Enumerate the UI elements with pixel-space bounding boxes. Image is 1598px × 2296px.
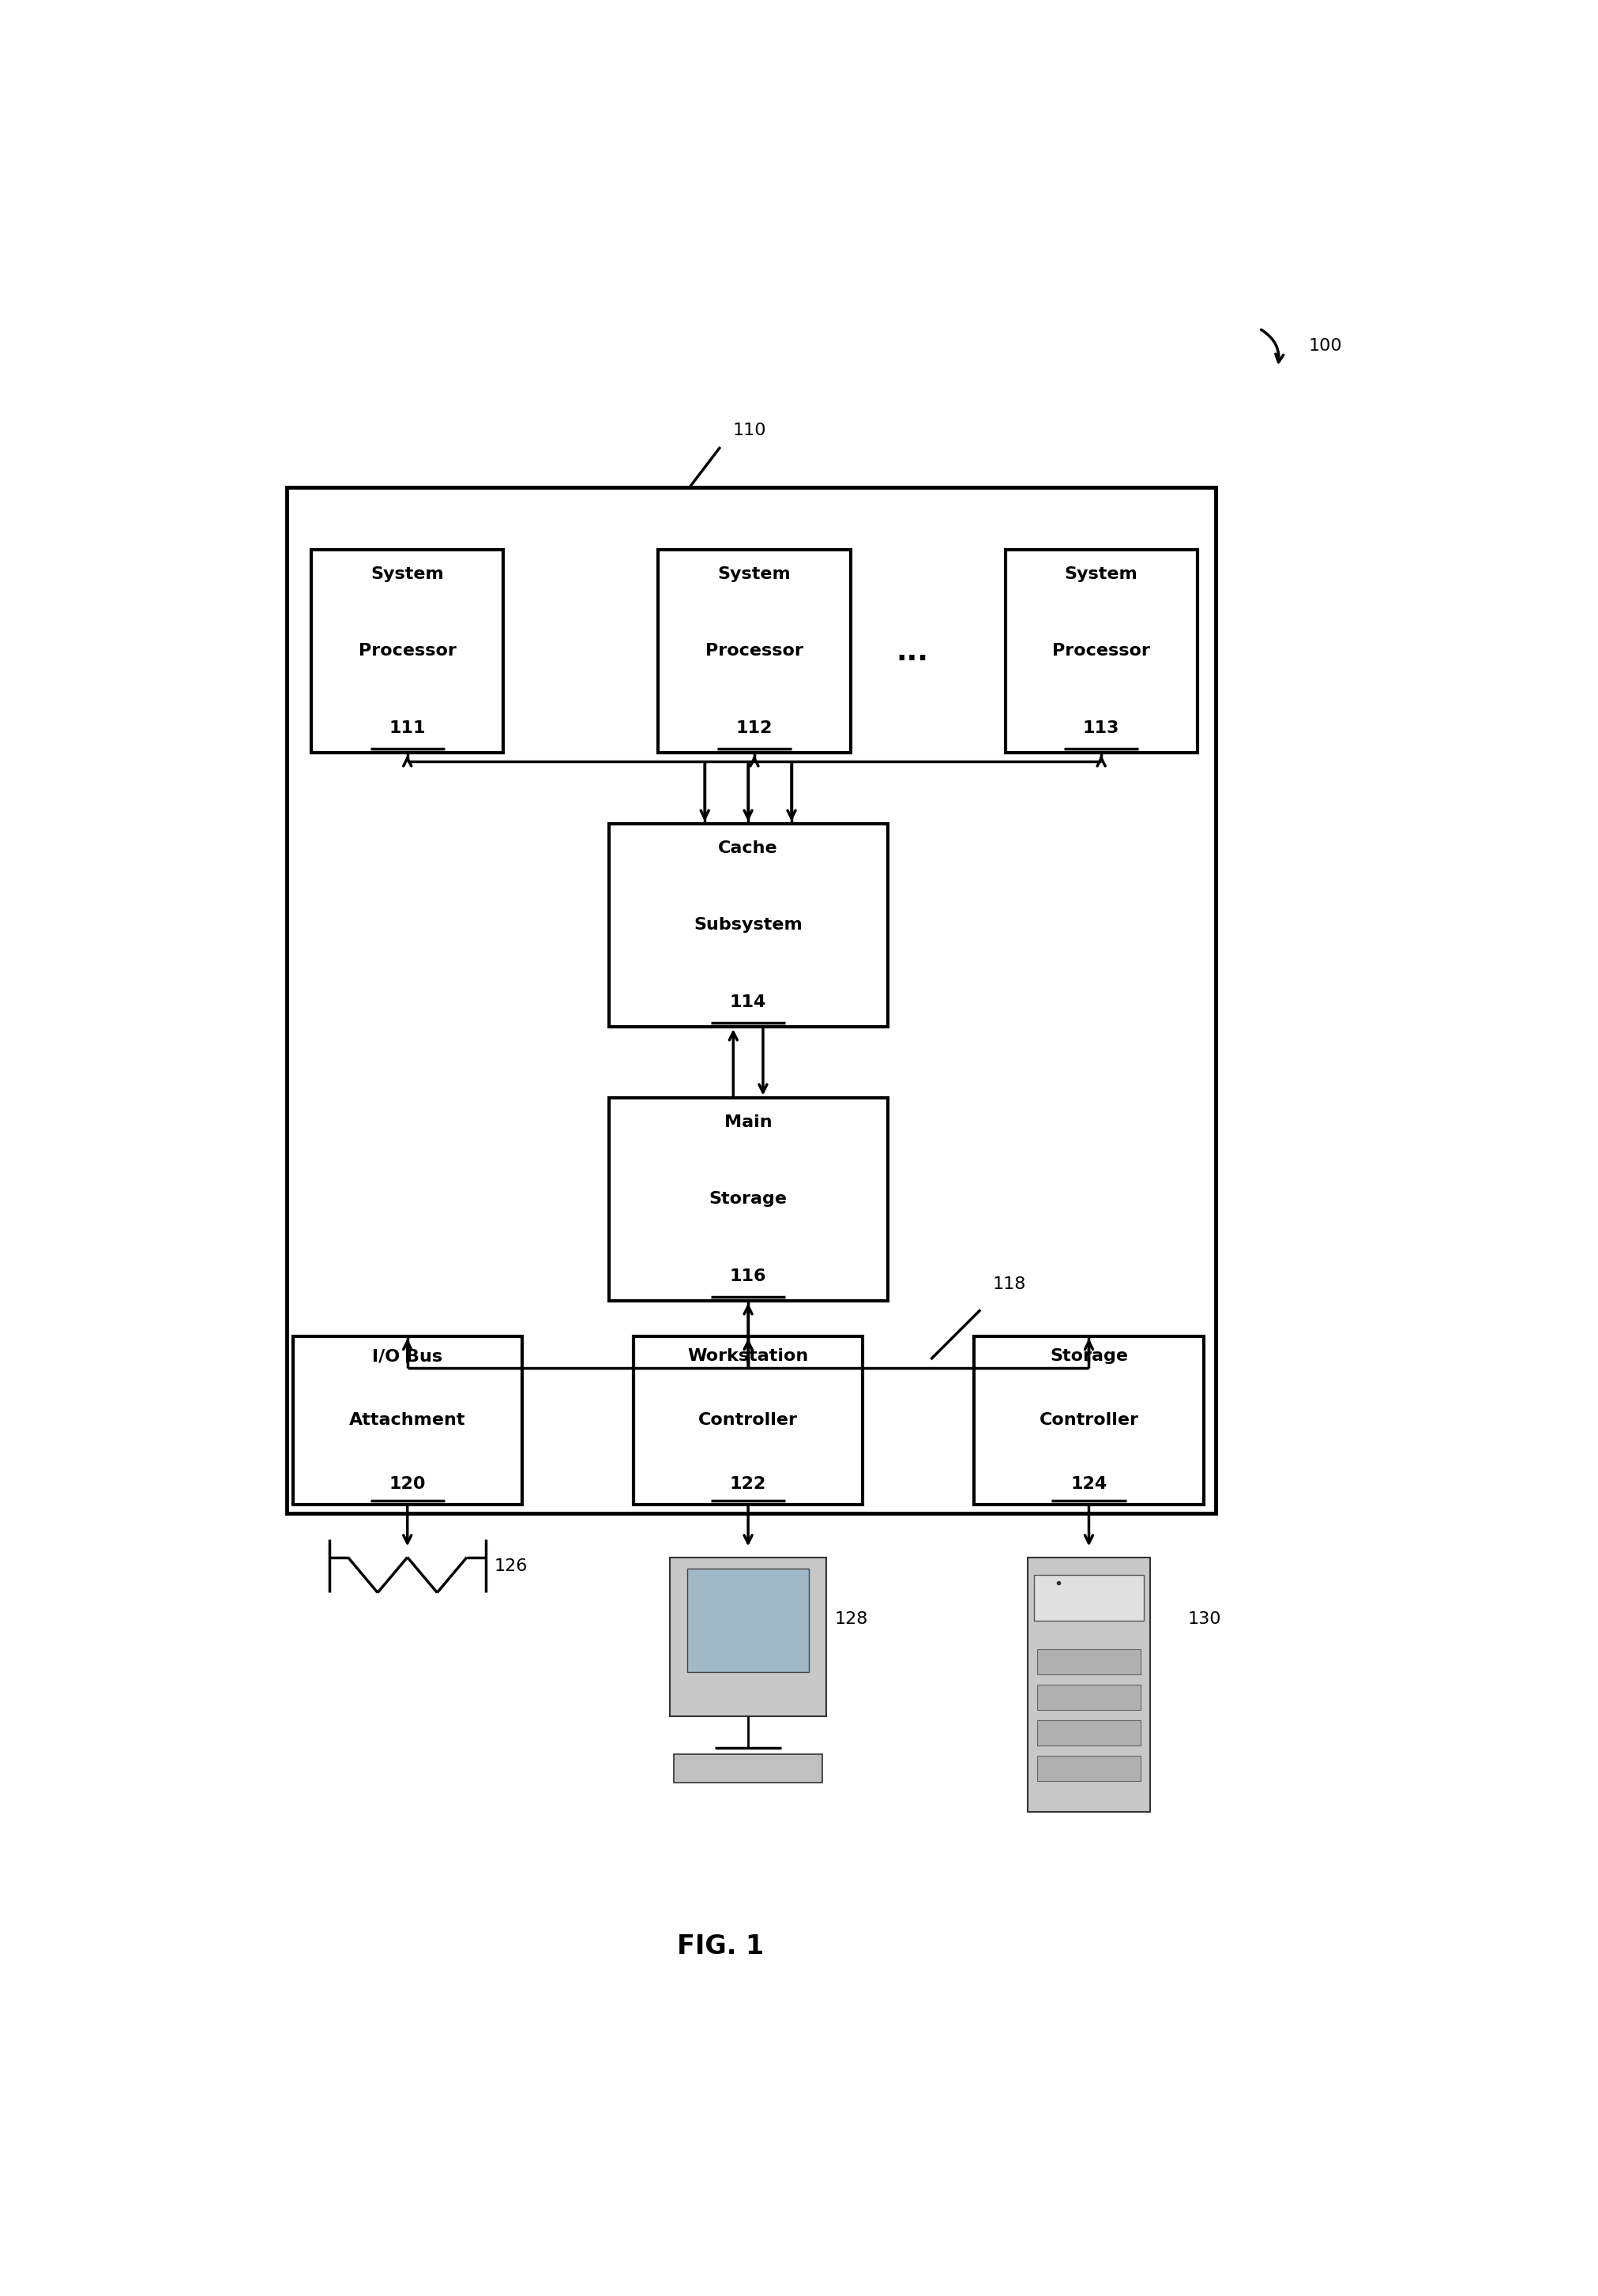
- Text: Cache: Cache: [718, 840, 778, 856]
- Text: 116: 116: [729, 1270, 765, 1283]
- Text: 130: 130: [1187, 1612, 1221, 1628]
- Text: 114: 114: [729, 994, 765, 1010]
- Bar: [292, 1336, 523, 1504]
- Bar: [1037, 1756, 1139, 1782]
- Text: Subsystem: Subsystem: [694, 918, 802, 932]
- Text: 118: 118: [992, 1277, 1026, 1293]
- Text: Attachment: Attachment: [348, 1412, 465, 1428]
- Bar: [973, 1336, 1203, 1504]
- Text: 112: 112: [735, 721, 772, 737]
- Text: I/O Bus: I/O Bus: [372, 1348, 443, 1364]
- Text: Main: Main: [724, 1114, 772, 1130]
- Text: 113: 113: [1082, 721, 1119, 737]
- Bar: [312, 549, 503, 753]
- Bar: [674, 1754, 821, 1782]
- Text: Workstation: Workstation: [687, 1348, 809, 1364]
- Text: System: System: [718, 567, 791, 581]
- Text: Processor: Processor: [1051, 643, 1149, 659]
- Bar: [1037, 1685, 1139, 1711]
- Text: ...: ...: [896, 638, 928, 666]
- Text: Storage: Storage: [1050, 1348, 1128, 1364]
- Text: 124: 124: [1071, 1476, 1106, 1492]
- Text: 111: 111: [388, 721, 425, 737]
- Text: Controller: Controller: [698, 1412, 797, 1428]
- Text: Controller: Controller: [1039, 1412, 1138, 1428]
- Bar: [658, 549, 850, 753]
- Text: 110: 110: [732, 422, 765, 439]
- Bar: [609, 824, 887, 1026]
- Bar: [1037, 1720, 1139, 1745]
- Bar: [1034, 1575, 1144, 1621]
- Text: 120: 120: [388, 1476, 425, 1492]
- Bar: [286, 487, 1214, 1513]
- Text: Storage: Storage: [708, 1192, 786, 1208]
- Bar: [687, 1568, 809, 1671]
- Bar: [633, 1336, 863, 1504]
- Bar: [1005, 549, 1197, 753]
- Text: Processor: Processor: [358, 643, 455, 659]
- Text: 100: 100: [1309, 338, 1342, 354]
- Bar: [670, 1557, 826, 1717]
- Text: Processor: Processor: [705, 643, 802, 659]
- Bar: [1028, 1557, 1149, 1812]
- Bar: [1037, 1649, 1139, 1674]
- Text: 126: 126: [494, 1559, 527, 1575]
- Text: System: System: [371, 567, 444, 581]
- Bar: [609, 1097, 887, 1302]
- Text: 122: 122: [730, 1476, 765, 1492]
- Text: FIG. 1: FIG. 1: [676, 1933, 764, 1958]
- Text: System: System: [1064, 567, 1138, 581]
- Text: 128: 128: [834, 1612, 868, 1628]
